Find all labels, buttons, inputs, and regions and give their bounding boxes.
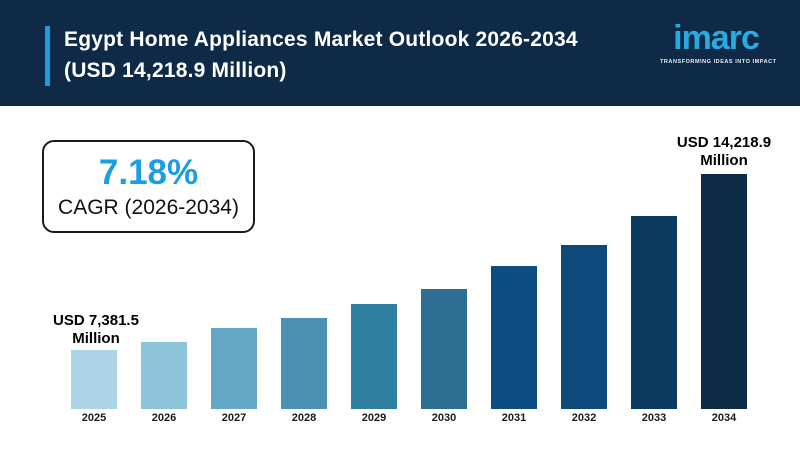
- x-axis-label-2029: 2029: [361, 412, 387, 424]
- bar-2031: [491, 266, 537, 409]
- page-title: Egypt Home Appliances Market Outlook 202…: [64, 24, 578, 86]
- bar-2033: [631, 216, 677, 409]
- header-banner: Egypt Home Appliances Market Outlook 202…: [0, 0, 800, 106]
- title-accent-bar: [45, 26, 50, 86]
- x-axis-label-2032: 2032: [571, 412, 597, 424]
- x-axis-label-2025: 2025: [81, 412, 107, 424]
- imarc-logo-tagline: TRANSFORMING IDEAS INTO IMPACT: [660, 59, 777, 65]
- bar-2032: [561, 245, 607, 409]
- page-title-line2: (USD 14,218.9 Million): [64, 59, 287, 82]
- bar-2025: [71, 350, 117, 409]
- cagr-callout-box: 7.18% CAGR (2026-2034): [42, 140, 255, 233]
- x-axis-label-2030: 2030: [431, 412, 457, 424]
- x-axis-label-2027: 2027: [221, 412, 247, 424]
- bar-2030: [421, 289, 467, 409]
- first-bar-value-label: USD 7,381.5 Million: [53, 312, 139, 348]
- last-bar-value-line1: USD 14,218.9: [676, 134, 772, 151]
- first-bar-value-line1: USD 7,381.5: [53, 312, 139, 329]
- page-title-line1: Egypt Home Appliances Market Outlook 202…: [64, 28, 578, 51]
- x-axis-label-2033: 2033: [641, 412, 667, 424]
- cagr-period-label: CAGR (2026-2034): [58, 196, 239, 219]
- bar-2034: [701, 174, 747, 409]
- first-bar-value-line2: Million: [72, 330, 120, 347]
- imarc-logo: imarc TRANSFORMING IDEAS INTO IMPACT: [660, 18, 777, 65]
- last-bar-value-line2: Million: [700, 152, 748, 169]
- x-axis-label-2028: 2028: [291, 412, 317, 424]
- bar-2027: [211, 328, 257, 409]
- x-axis-label-2034: 2034: [711, 412, 737, 424]
- bar-2029: [351, 304, 397, 409]
- x-axis-label-2026: 2026: [151, 412, 177, 424]
- last-bar-value-label: USD 14,218.9 Million: [677, 134, 771, 170]
- x-axis-label-2031: 2031: [501, 412, 527, 424]
- bar-2028: [281, 318, 327, 409]
- bar-2026: [141, 342, 187, 409]
- imarc-logo-text: imarc: [673, 19, 760, 57]
- cagr-value: 7.18%: [98, 153, 199, 192]
